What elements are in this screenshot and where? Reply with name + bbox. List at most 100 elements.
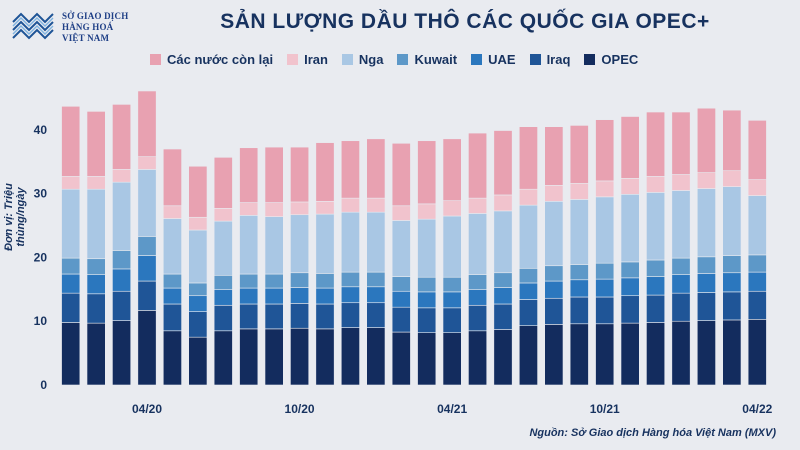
bar-segment-kuwait [417, 276, 437, 293]
bar-segment-opec [213, 330, 233, 386]
bar-segment-iraq [696, 292, 716, 321]
bar-segment-iraq [442, 307, 462, 333]
y-tick-label: 0 [40, 378, 47, 392]
bar-segment-kuwait [112, 250, 132, 270]
bar-segment-opec [188, 336, 208, 386]
bar-segment-opec [340, 327, 360, 386]
bar-segment-iraq [61, 292, 81, 323]
bar-segment-cac-nuoc-con-lai [213, 157, 233, 209]
bar-segment-cac-nuoc-con-lai [366, 138, 386, 199]
bar-segment-nga [544, 201, 564, 267]
bar-segment-opec [391, 331, 411, 386]
bar-segment-cac-nuoc-con-lai [722, 109, 742, 172]
bar-segment-nga [315, 213, 335, 274]
bar-segment-cac-nuoc-con-lai [468, 132, 488, 199]
logo-line-2: HÀNG HOÁ [62, 22, 114, 32]
bar-segment-kuwait [747, 254, 767, 273]
legend-swatch-uae [471, 53, 483, 65]
bar-segment-nga [61, 188, 81, 259]
bar-segment-iraq [162, 303, 182, 332]
bar-segment-opec [86, 322, 106, 386]
bar-segment-kuwait [290, 272, 310, 288]
bar-segment-nga [112, 181, 132, 251]
bar-segment-iraq [340, 302, 360, 328]
bar-segment-uae [518, 282, 538, 300]
bar-segment-kuwait [468, 274, 488, 290]
bar-segment-cac-nuoc-con-lai [493, 130, 513, 196]
legend-swatch-iraq [529, 53, 541, 65]
bar-segment-kuwait [188, 282, 208, 297]
bar-segment-uae [213, 289, 233, 306]
bar-segment-iran [264, 202, 284, 217]
bar-segment-iraq [595, 296, 615, 325]
bar-segment-uae [264, 287, 284, 305]
bar-segment-nga [569, 199, 589, 265]
bar-segment-kuwait [493, 272, 513, 288]
legend-item-iran: Iran [287, 52, 328, 67]
bar-segment-uae [468, 289, 488, 306]
bar-segment-nga [290, 214, 310, 274]
legend-label-cac-nuoc-con-lai: Các nước còn lại [167, 51, 274, 67]
bar-segment-nga [518, 204, 538, 269]
bar-segment-iraq [213, 304, 233, 332]
bar-segment-opec [493, 329, 513, 386]
bar-segment-cac-nuoc-con-lai [61, 105, 81, 177]
bar-segment-uae [417, 291, 437, 309]
bar-segment-opec [620, 322, 640, 386]
bar-segment-opec [137, 310, 157, 386]
bar-segment-uae [671, 274, 691, 294]
x-tick-label: 10/20 [285, 402, 315, 416]
bar-segment-opec [239, 328, 259, 386]
bar-segment-iran [417, 203, 437, 220]
bar-segment-iran [213, 208, 233, 222]
bar-segment-nga [86, 188, 106, 260]
bar-segment-uae [595, 278, 615, 298]
bar-segment-kuwait [722, 255, 742, 274]
legend-item-iraq: Iraq [529, 51, 571, 67]
bar-segment-nga [722, 186, 742, 256]
bar-segment-kuwait [340, 271, 360, 288]
legend-item-opec: OPEC [584, 52, 638, 67]
bar-segment-opec [646, 322, 666, 386]
logo-line-1: SỞ GIAO DỊCH [62, 11, 129, 21]
bar-segment-nga [493, 210, 513, 274]
bar-segment-iran [468, 197, 488, 214]
legend-label-iraq: Iraq [546, 51, 571, 67]
bar-segment-opec [290, 327, 310, 386]
bar-segment-iraq [468, 304, 488, 332]
bar-segment-nga [442, 215, 462, 278]
legend-swatch-nga [341, 53, 353, 65]
bar-segment-uae [61, 273, 81, 294]
bar-segment-nga [646, 192, 666, 261]
bar-segment-cac-nuoc-con-lai [544, 126, 564, 186]
chart-title: SẢN LƯỢNG DẦU THÔ CÁC QUỐC GIA OPEC+ [220, 10, 710, 33]
bar-segment-iraq [722, 291, 742, 321]
bar-segment-uae [188, 295, 208, 312]
y-tick-label: 30 [34, 187, 48, 201]
bar-segment-iran [162, 205, 182, 219]
bar-segment-uae [137, 255, 157, 282]
bar-segment-iran [620, 178, 640, 195]
bar-segment-nga [366, 211, 386, 273]
bar-segment-nga [137, 169, 157, 237]
logo-text: SỞ GIAO DỊCH HÀNG HOÁ VIỆT NAM [62, 11, 128, 44]
bar-segment-nga [417, 218, 437, 278]
bar-segment-iran [61, 176, 81, 190]
bar-segment-iraq [747, 290, 767, 320]
bar-segment-nga [747, 195, 767, 256]
bar-segment-cac-nuoc-con-lai [264, 146, 284, 203]
legend-item-kuwait: Kuwait [397, 52, 457, 67]
bar-segment-uae [162, 287, 182, 305]
y-tick-label: 20 [34, 250, 48, 264]
bar-segment-cac-nuoc-con-lai [518, 126, 538, 190]
bar-segment-kuwait [391, 276, 411, 292]
y-tick-label: 10 [34, 314, 48, 328]
bar-segment-iraq [264, 303, 284, 330]
legend-swatch-kuwait [397, 53, 409, 65]
bar-segment-opec [264, 328, 284, 386]
bar-segment-iraq [518, 299, 538, 326]
bar-segment-kuwait [162, 273, 182, 289]
source-note: Nguồn: Sở Giao dịch Hàng hóa Việt Nam (M… [529, 427, 776, 439]
legend-item-uae: UAE [471, 52, 516, 67]
